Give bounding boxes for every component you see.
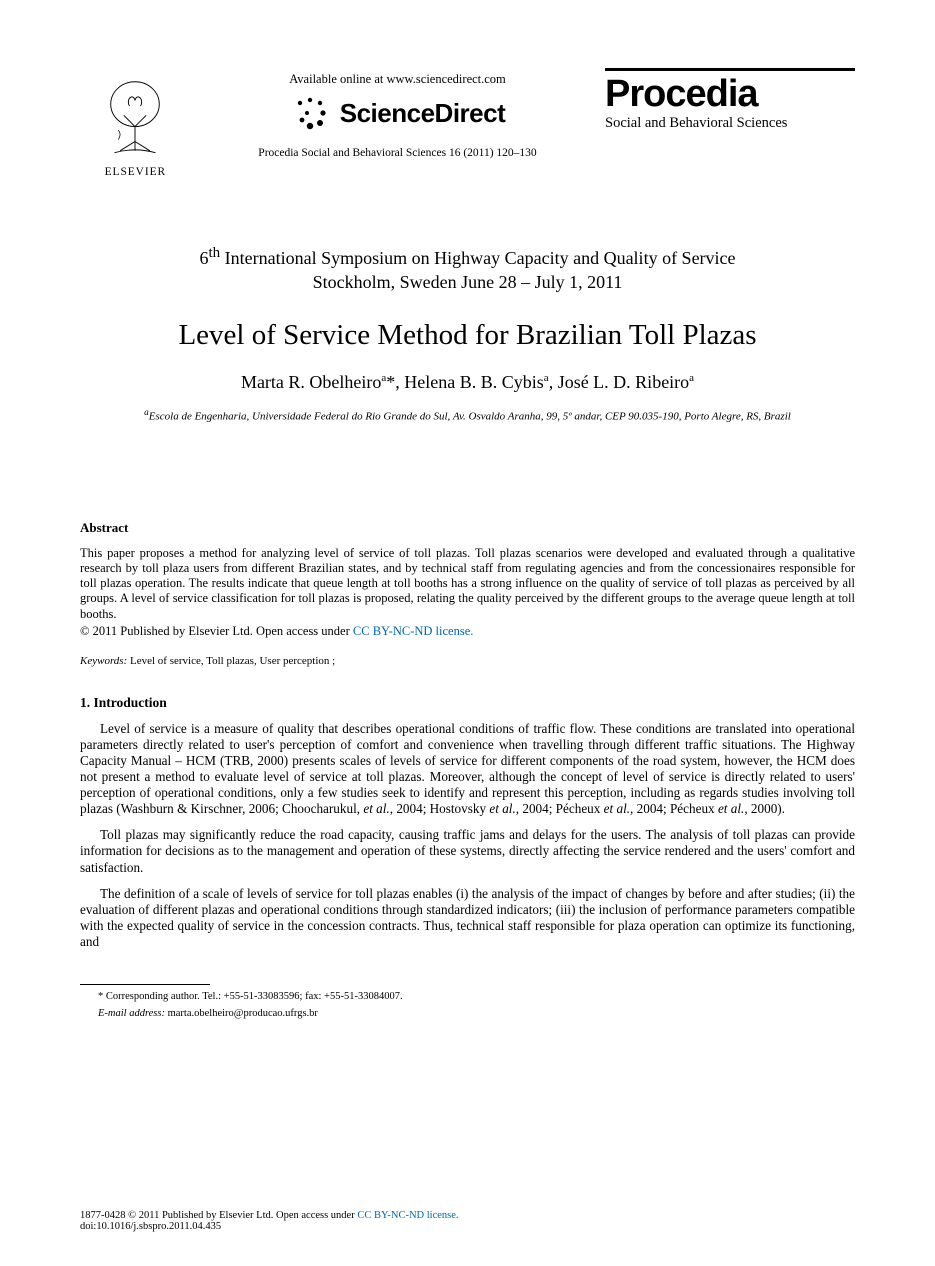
footer-doi: doi:10.1016/j.sbspro.2011.04.435	[80, 1221, 855, 1232]
p1-b: , 2004; Hostovsky	[390, 801, 490, 816]
keywords: Keywords: Level of service, Toll plazas,…	[80, 655, 855, 667]
conference-block: 6th International Symposium on Highway C…	[80, 243, 855, 295]
p1-etal2: et al.	[489, 801, 515, 816]
center-header: Available online at www.sciencedirect.co…	[214, 60, 581, 159]
footer-issn: 1877-0428 © 2011 Published by Elsevier L…	[80, 1210, 273, 1221]
author-3-sup: a	[689, 372, 694, 384]
available-online: Available online at www.sciencedirect.co…	[214, 72, 581, 87]
abstract-body: This paper proposes a method for analyzi…	[80, 546, 855, 622]
p1-e: , 2000).	[744, 801, 785, 816]
license-link[interactable]: CC BY-NC-ND license.	[353, 624, 473, 638]
author-1: Marta R. Obelheiro	[241, 372, 381, 392]
email-value: marta.obelheiro@producao.ufrgs.br	[165, 1008, 318, 1019]
author-1-star: *	[386, 372, 395, 392]
p1-etal1: et al.	[363, 801, 389, 816]
footer-open-access: Open access under	[273, 1210, 357, 1221]
conf-line2: Stockholm, Sweden June 28 – July 1, 2011	[313, 272, 623, 292]
elsevier-tree-icon	[96, 78, 174, 162]
keywords-text: Level of service, Toll plazas, User perc…	[127, 655, 335, 667]
elsevier-logo: ELSEVIER	[80, 78, 190, 179]
para-1: Level of service is a measure of quality…	[80, 721, 855, 818]
header-row: ELSEVIER Available online at www.science…	[80, 60, 855, 179]
procedia-rule	[605, 68, 855, 71]
conference-name: 6th International Symposium on Highway C…	[80, 243, 855, 295]
p1-d: , 2004; Pécheux	[630, 801, 718, 816]
author-3: , José L. D. Ribeiro	[549, 372, 689, 392]
p1-etal3: et al.	[604, 801, 630, 816]
conf-line1-rest: International Symposium on Highway Capac…	[225, 248, 736, 268]
footer: 1877-0428 © 2011 Published by Elsevier L…	[80, 1210, 855, 1232]
para-2: Toll plazas may significantly reduce the…	[80, 827, 855, 875]
p1-etal4: et al.	[718, 801, 744, 816]
abstract-heading: Abstract	[80, 520, 855, 536]
p1-c: , 2004; Pécheux	[516, 801, 604, 816]
sciencedirect-logo: ScienceDirect	[290, 93, 505, 133]
copyright-text: © 2011 Published by Elsevier Ltd.	[80, 624, 253, 638]
procedia-word: Procedia	[605, 75, 855, 113]
copyright-line: © 2011 Published by Elsevier Ltd. Open a…	[80, 624, 855, 639]
procedia-logo: Procedia Social and Behavioral Sciences	[605, 68, 855, 132]
elsevier-name: ELSEVIER	[104, 164, 165, 179]
email-label: E-mail address:	[98, 1008, 165, 1019]
footer-license-link[interactable]: CC BY-NC-ND license.	[357, 1210, 458, 1221]
affil-text: Escola de Engenharia, Universidade Feder…	[149, 410, 791, 422]
keywords-label: Keywords:	[80, 655, 127, 667]
footnote-corresponding: * Corresponding author. Tel.: +55-51-330…	[80, 991, 855, 1002]
conf-th: th	[208, 245, 220, 261]
sciencedirect-wordmark: ScienceDirect	[340, 98, 505, 129]
authors: Marta R. Obelheiro a *, Helena B. B. Cybis…	[80, 372, 855, 393]
affiliation: aEscola de Engenharia, Universidade Fede…	[80, 407, 855, 424]
footer-line1: 1877-0428 © 2011 Published by Elsevier L…	[80, 1210, 855, 1221]
sciencedirect-swirl-icon	[290, 93, 330, 133]
footnote-rule	[80, 984, 210, 985]
procedia-subtitle: Social and Behavioral Sciences	[605, 115, 855, 132]
para-3: The definition of a scale of levels of s…	[80, 886, 855, 950]
author-2: , Helena B. B. Cybis	[395, 372, 544, 392]
open-access-text: Open access under	[253, 624, 353, 638]
citation-line: Procedia Social and Behavioral Sciences …	[214, 147, 581, 159]
footnote-email: E-mail address: marta.obelheiro@producao…	[80, 1008, 855, 1019]
paper-title: Level of Service Method for Brazilian To…	[80, 319, 855, 352]
section-1-heading: 1. Introduction	[80, 695, 855, 711]
